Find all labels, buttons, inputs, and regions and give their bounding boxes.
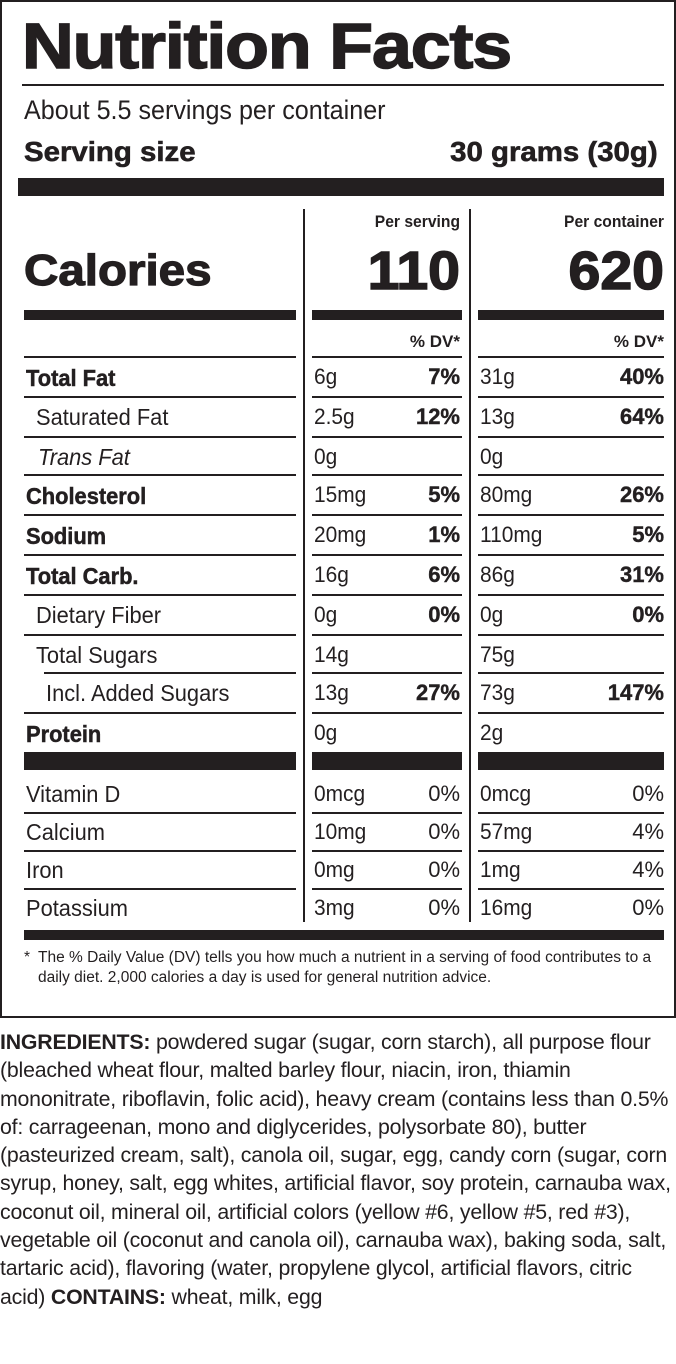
nutrient-serving-amount: 20mg bbox=[314, 522, 367, 547]
nutrient-container-dv: 26% bbox=[619, 482, 664, 507]
nutrient-name: Total Sugars bbox=[36, 642, 158, 668]
servings-per-container: About 5.5 servings per container bbox=[24, 95, 386, 125]
nutrient-serving-dv: 7% bbox=[428, 364, 460, 389]
nutrient-serving-amount: 14g bbox=[314, 642, 349, 667]
vitamin-serving-amount: 0mcg bbox=[314, 781, 366, 806]
daily-value-footnote: * The % Daily Value (DV) tells you how m… bbox=[24, 948, 664, 988]
nutrient-container-amount: 0g bbox=[480, 602, 504, 627]
nutrient-name: Protein bbox=[26, 721, 102, 748]
nutrient-container-amount: 2g bbox=[480, 720, 504, 745]
nutrient-serving-amount: 0g bbox=[314, 720, 338, 745]
vitamin-container-dv: 0% bbox=[632, 781, 664, 806]
footnote-asterisk: * bbox=[24, 949, 31, 966]
nutrient-name: Total Fat bbox=[26, 365, 116, 392]
nutrient-container-dv: 0% bbox=[632, 602, 664, 627]
vitamin-serving-amount: 3mg bbox=[314, 895, 355, 920]
vitamin-container-amount: 57mg bbox=[480, 819, 533, 844]
nutrient-name: Incl. Added Sugars bbox=[46, 680, 230, 706]
thick-divider bbox=[24, 930, 664, 940]
nutrient-serving-dv: 27% bbox=[415, 680, 460, 705]
vitamin-name: Vitamin D bbox=[26, 781, 121, 807]
nutrient-name: Cholesterol bbox=[26, 483, 147, 510]
per-serving-header: Per serving bbox=[374, 212, 460, 231]
nutrient-container-amount: 86g bbox=[480, 562, 515, 587]
allergens-text: wheat, milk, egg bbox=[165, 1284, 323, 1309]
vitamin-container-dv: 4% bbox=[632, 819, 664, 844]
nutrient-container-dv: 5% bbox=[632, 522, 664, 547]
nutrient-container-amount: 31g bbox=[480, 364, 515, 389]
divider bbox=[22, 84, 664, 86]
vitamin-container-amount: 1mg bbox=[480, 857, 521, 882]
nutrient-container-amount: 75g bbox=[480, 642, 515, 667]
vitamin-serving-amount: 10mg bbox=[314, 819, 367, 844]
nutrient-name: Trans Fat bbox=[38, 444, 130, 470]
panel-title: Nutrition Facts bbox=[21, 9, 513, 83]
calories-label: Calories bbox=[23, 245, 212, 295]
nutrient-name: Total Carb. bbox=[26, 563, 139, 590]
nutrient-container-amount: 80mg bbox=[480, 482, 533, 507]
nutrient-serving-dv: 0% bbox=[428, 602, 460, 627]
nutrient-container-amount: 110mg bbox=[480, 522, 543, 547]
nutrition-facts-panel: Nutrition Facts About 5.5 servings per c… bbox=[0, 0, 676, 1018]
nutrient-container-amount: 0g bbox=[480, 444, 504, 469]
ingredients-text: powdered sugar (sugar, corn starch), all… bbox=[0, 1030, 671, 1309]
serving-size-value: 30 grams (30g) bbox=[450, 136, 658, 168]
nutrient-container-dv: 147% bbox=[607, 680, 665, 705]
vitamin-name: Iron bbox=[26, 857, 64, 883]
thick-divider bbox=[312, 752, 462, 770]
vitamin-container-amount: 0mcg bbox=[480, 781, 532, 806]
ingredients-statement: INGREDIENTS: powdered sugar (sugar, corn… bbox=[0, 1028, 676, 1311]
thick-divider bbox=[18, 178, 664, 196]
ingredients-label: INGREDIENTS: bbox=[0, 1030, 151, 1054]
vitamin-container-dv: 0% bbox=[632, 895, 664, 920]
footnote-text: The % Daily Value (DV) tells you how muc… bbox=[38, 949, 652, 986]
nutrient-name: Saturated Fat bbox=[36, 404, 169, 430]
nutrient-container-amount: 13g bbox=[480, 404, 515, 429]
nutrient-serving-dv: 1% bbox=[428, 522, 460, 547]
per-container-header: Per container bbox=[564, 212, 664, 231]
nutrient-name: Sodium bbox=[26, 523, 107, 550]
nutrient-serving-amount: 0g bbox=[314, 444, 338, 469]
thick-divider bbox=[24, 752, 296, 770]
vitamin-serving-dv: 0% bbox=[428, 781, 460, 806]
nutrient-serving-amount: 2.5g bbox=[314, 404, 355, 429]
vitamin-container-amount: 16mg bbox=[480, 895, 533, 920]
vitamin-serving-dv: 0% bbox=[428, 857, 460, 882]
nutrient-container-dv: 64% bbox=[619, 404, 664, 429]
nutrient-serving-amount: 13g bbox=[314, 680, 349, 705]
nutrient-serving-amount: 0g bbox=[314, 602, 338, 627]
nutrient-serving-amount: 16g bbox=[314, 562, 349, 587]
vitamin-container-dv: 4% bbox=[632, 857, 664, 882]
vitamin-name: Calcium bbox=[26, 819, 105, 845]
calories-per-serving: 110 bbox=[367, 240, 461, 302]
nutrient-serving-dv: 5% bbox=[428, 482, 460, 507]
dv-header-container: % DV* bbox=[613, 332, 664, 351]
nutrient-container-dv: 31% bbox=[619, 562, 664, 587]
calories-per-container: 620 bbox=[568, 240, 665, 302]
nutrient-serving-amount: 6g bbox=[314, 364, 338, 389]
nutrient-serving-dv: 6% bbox=[428, 562, 460, 587]
column-separator bbox=[469, 209, 471, 922]
nutrient-container-amount: 73g bbox=[480, 680, 515, 705]
serving-size-label: Serving size bbox=[24, 136, 196, 168]
nutrient-serving-amount: 15mg bbox=[314, 482, 367, 507]
thick-divider bbox=[24, 310, 296, 320]
nutrient-container-dv: 40% bbox=[619, 364, 664, 389]
vitamin-serving-dv: 0% bbox=[428, 895, 460, 920]
thick-divider bbox=[312, 310, 462, 320]
dv-header-serving: % DV* bbox=[409, 332, 460, 351]
thick-divider bbox=[478, 310, 664, 320]
column-separator bbox=[303, 209, 305, 922]
thick-divider bbox=[478, 752, 664, 770]
nutrient-serving-dv: 12% bbox=[415, 404, 460, 429]
nutrient-name: Dietary Fiber bbox=[36, 602, 162, 628]
contains-label: CONTAINS: bbox=[50, 1284, 166, 1309]
vitamin-serving-amount: 0mg bbox=[314, 857, 355, 882]
vitamin-serving-dv: 0% bbox=[428, 819, 460, 844]
vitamin-name: Potassium bbox=[26, 895, 129, 921]
